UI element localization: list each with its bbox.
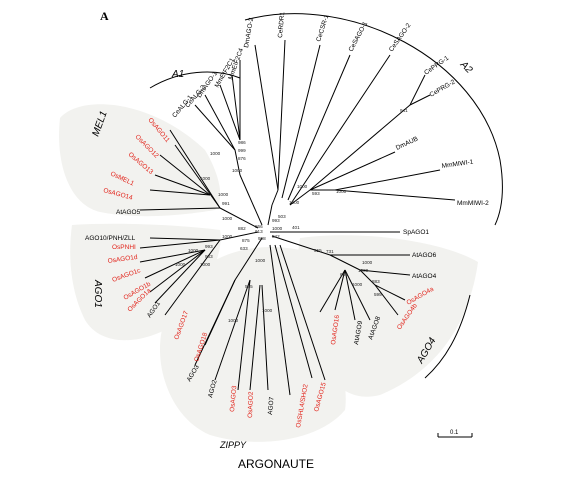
bootstrap-value: 1000 bbox=[210, 151, 221, 156]
scale-label: 0.1 bbox=[450, 430, 459, 436]
bootstrap-value: 842 bbox=[272, 234, 280, 239]
bootstrap-value: 1000 bbox=[200, 176, 211, 181]
leaf-label: CeCSR-1 bbox=[315, 14, 330, 43]
leaf-label: OsAGO16 bbox=[330, 314, 341, 345]
bootstrap-value: 1000 bbox=[289, 200, 300, 205]
bootstrap-value: 1000 bbox=[262, 308, 273, 313]
bootstrap-value: 1000 bbox=[232, 168, 243, 173]
group-label-ago1: AGO1 bbox=[92, 279, 103, 308]
bootstrap-value: 593 bbox=[312, 191, 320, 196]
leaf-label: MmMIWI-2 bbox=[457, 200, 489, 207]
bootstrap-value: 1000 bbox=[362, 260, 373, 265]
mel1-clade-shading bbox=[59, 104, 221, 217]
group-label-argonaute: ARGONAUTE bbox=[238, 457, 314, 471]
zippy-clade-shading bbox=[160, 247, 346, 442]
bootstrap-value: 613 bbox=[255, 229, 263, 234]
tree-branches bbox=[139, 39, 456, 396]
leaf-label: OsAGO2 bbox=[247, 391, 255, 418]
bootstrap-value: 685 bbox=[340, 272, 348, 277]
bootstrap-value: 866 bbox=[255, 224, 263, 229]
bootstrap-value: 565 bbox=[245, 284, 253, 289]
leaf-label: CeSAGO-1 bbox=[348, 20, 370, 53]
leaf-label: AtAGO6 bbox=[412, 252, 437, 259]
bootstrap-value: 883 bbox=[372, 279, 380, 284]
bootstrap-value: 595 bbox=[374, 292, 382, 297]
bootstrap-value: 993 bbox=[272, 218, 280, 223]
bootstrap-value: 882 bbox=[238, 226, 246, 231]
leaf-label: AGO2 bbox=[207, 379, 219, 399]
bootstrap-value: 633 bbox=[240, 246, 248, 251]
bootstrap-value: 731 bbox=[326, 249, 334, 254]
bootstrap-value: 401 bbox=[292, 225, 300, 230]
bootstrap-values: 986 999 876 1000 1000 1000 1000 991 1000… bbox=[175, 108, 408, 323]
bootstrap-value: 998 bbox=[258, 236, 266, 241]
group-label-zippy: ZIPPY bbox=[219, 440, 247, 450]
bootstrap-value: 999 bbox=[238, 148, 246, 153]
bootstrap-value: 1000 bbox=[218, 192, 229, 197]
group-label-a1: A1 bbox=[171, 69, 184, 80]
leaf-label: MmMIWI-1 bbox=[441, 159, 474, 170]
bootstrap-value: 941 bbox=[400, 108, 408, 113]
leaf-label: AtAGO5 bbox=[116, 209, 141, 216]
bootstrap-value: 1000 bbox=[222, 216, 233, 221]
ago4-clade-shading bbox=[297, 235, 478, 397]
bootstrap-value: 1000 bbox=[175, 262, 186, 267]
bootstrap-value: 993 bbox=[205, 244, 213, 249]
bootstrap-value: 1000 bbox=[358, 268, 369, 273]
leaf-label: CePRG-1 bbox=[423, 55, 450, 77]
group-label-a2: A2 bbox=[457, 59, 474, 76]
leaf-label: AGO7 bbox=[267, 396, 276, 415]
bootstrap-value: 1000 bbox=[200, 262, 211, 267]
panel-label: A bbox=[100, 9, 109, 23]
leaf-label: AtAGO4 bbox=[412, 273, 437, 280]
bootstrap-value: 1000 bbox=[228, 318, 239, 323]
bootstrap-value: 1000 bbox=[336, 189, 347, 194]
leaf-label: AGO10/PNH/ZLL bbox=[85, 235, 136, 242]
bootstrap-value: 555 bbox=[314, 248, 322, 253]
leaf-label: OsAGO1d bbox=[107, 254, 138, 265]
bootstrap-value: 1000 bbox=[272, 226, 283, 231]
leaf-label: CePRG-2 bbox=[429, 78, 457, 98]
bootstrap-value: 983 bbox=[205, 254, 213, 259]
leaf-label: CeSAGO-2 bbox=[388, 22, 413, 53]
bootstrap-value: 503 bbox=[278, 214, 286, 219]
leaf-label: SpAGO1 bbox=[403, 229, 429, 236]
leaf-label: AtAGO9 bbox=[353, 320, 364, 345]
bootstrap-value: 986 bbox=[238, 140, 246, 145]
leaf-label: DmAGO-2 bbox=[243, 17, 255, 48]
bootstrap-value: 1000 bbox=[255, 258, 266, 263]
bootstrap-value: 876 bbox=[238, 156, 246, 161]
leaf-label: CeRDR1 bbox=[277, 11, 286, 38]
leaf-label: DmAUB bbox=[395, 136, 419, 152]
bootstrap-value: 1000 bbox=[352, 282, 363, 287]
bootstrap-value: 1000 bbox=[188, 248, 199, 253]
bootstrap-value: 1000 bbox=[222, 234, 233, 239]
bootstrap-value: 875 bbox=[242, 238, 250, 243]
leaf-label: OsPNHI bbox=[112, 244, 136, 251]
a2-bracket bbox=[244, 13, 503, 226]
bootstrap-value: 991 bbox=[222, 201, 230, 206]
bootstrap-value: 1000 bbox=[297, 184, 308, 189]
leaf-label: OsAGO3 bbox=[229, 385, 238, 412]
ago4-bracket bbox=[424, 294, 471, 379]
